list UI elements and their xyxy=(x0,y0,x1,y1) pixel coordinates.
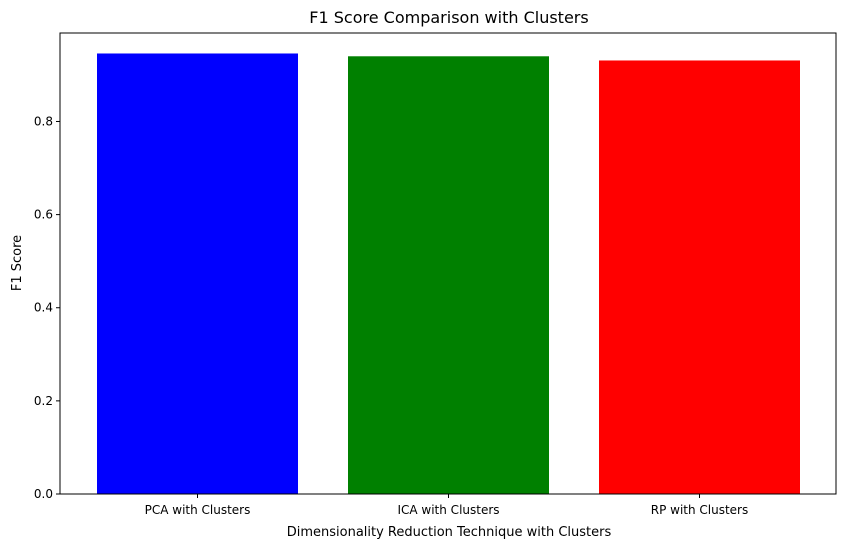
chart-title: F1 Score Comparison with Clusters xyxy=(309,8,588,27)
bar-pca-with-clusters xyxy=(97,53,298,494)
axes-frame xyxy=(59,32,837,495)
y-tick-label: 0.0 xyxy=(34,487,53,501)
x-axis-label: Dimensionality Reduction Technique with … xyxy=(287,525,612,540)
y-tick-label: 0.2 xyxy=(34,394,53,408)
x-tick-label: PCA with Clusters xyxy=(145,503,251,517)
plot-area: PCA with Clusters ICA with Clusters RP wit… xyxy=(34,32,837,517)
x-tick-label: RP with Clusters xyxy=(651,503,749,517)
bar-rp-with-clusters xyxy=(599,60,800,495)
bar-ica-with-clusters xyxy=(348,56,549,494)
y-tick-label: 0.8 xyxy=(34,114,53,128)
y-tick-label: 0.6 xyxy=(34,208,53,222)
x-tick-label: ICA with Clusters xyxy=(397,503,499,517)
y-axis-label: F1 Score xyxy=(10,235,25,291)
y-tick-label: 0.4 xyxy=(34,301,53,315)
